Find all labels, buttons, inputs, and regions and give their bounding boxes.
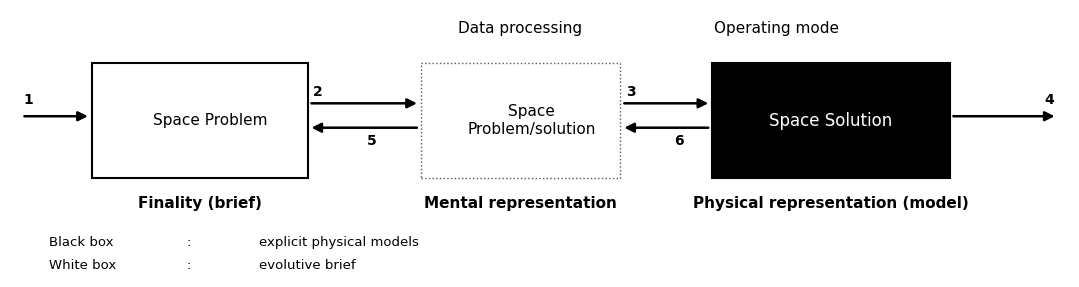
Text: evolutive brief: evolutive brief xyxy=(259,259,356,272)
Text: Space
Problem/solution: Space Problem/solution xyxy=(467,104,596,137)
FancyBboxPatch shape xyxy=(712,63,950,178)
Text: :: : xyxy=(187,259,191,272)
Text: 2: 2 xyxy=(313,85,323,99)
Text: 4: 4 xyxy=(1044,94,1054,107)
Text: Operating mode: Operating mode xyxy=(714,21,839,36)
Text: explicit physical models: explicit physical models xyxy=(259,236,419,249)
Text: Space Problem: Space Problem xyxy=(153,113,268,128)
Text: Black box: Black box xyxy=(49,236,113,249)
FancyBboxPatch shape xyxy=(92,63,308,178)
Text: Data processing: Data processing xyxy=(457,21,583,36)
Text: Mental representation: Mental representation xyxy=(424,196,616,211)
Text: :: : xyxy=(187,236,191,249)
Text: 6: 6 xyxy=(674,134,684,148)
Text: Space Solution: Space Solution xyxy=(769,112,892,129)
Text: Physical representation (model): Physical representation (model) xyxy=(693,196,969,211)
Text: Finality (brief): Finality (brief) xyxy=(138,196,261,211)
Text: White box: White box xyxy=(49,259,115,272)
Text: 5: 5 xyxy=(367,134,377,148)
Text: 3: 3 xyxy=(626,85,636,99)
Text: 1: 1 xyxy=(24,94,33,107)
FancyBboxPatch shape xyxy=(421,63,620,178)
